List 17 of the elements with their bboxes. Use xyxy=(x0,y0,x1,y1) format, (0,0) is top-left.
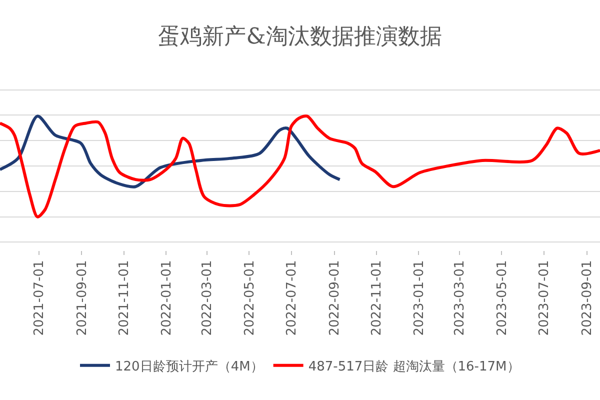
x-tick-label: 2023-09-01 xyxy=(580,260,596,336)
x-tick-label: 2022-01-01 xyxy=(159,260,174,336)
legend-label: 487-517日龄 超淘汰量（16-17M） xyxy=(308,359,520,374)
legend-label: 120日龄预计开产（4M） xyxy=(115,359,264,374)
x-tick-label: 2023-05-01 xyxy=(494,260,510,336)
x-tick-label: 2022-03-01 xyxy=(200,260,216,336)
x-tick-label: 2023-03-01 xyxy=(452,260,468,336)
x-tick-label: 2022-11-01 xyxy=(370,260,385,336)
x-tick-label: 2022-09-01 xyxy=(327,260,342,336)
x-tick-label: 2022-07-01 xyxy=(284,260,300,336)
x-tick-label: 2021-11-01 xyxy=(117,260,132,336)
chart-title: 蛋鸡新产&淘汰数据推演数据 xyxy=(158,24,442,50)
x-tick-label: 2022-05-01 xyxy=(242,260,258,336)
x-tick-label: 2021-09-01 xyxy=(74,260,90,336)
x-tick-label: 2021-07-01 xyxy=(32,260,47,336)
x-tick-label: 2023-07-01 xyxy=(537,260,552,336)
x-tick-label: 2023-01-01 xyxy=(412,260,427,336)
